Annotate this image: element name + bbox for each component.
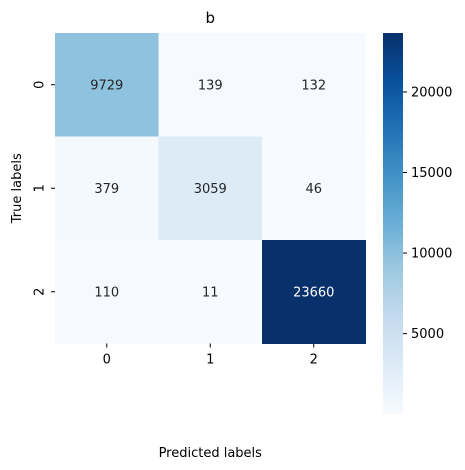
x-axis-label: Predicted labels xyxy=(159,446,263,461)
x-tick-label: 0 xyxy=(103,353,111,368)
cell-value-label: 139 xyxy=(198,78,223,93)
heatmap-cells: 9729 139 132 379 3059 46 110 11 23660 xyxy=(55,33,366,344)
heatmap-cell xyxy=(55,33,159,137)
heatmap-cell xyxy=(55,136,159,241)
cell-value-label: 132 xyxy=(301,78,326,93)
y-tick-label: 2 xyxy=(33,288,48,296)
heatmap-cell xyxy=(262,33,366,137)
cell-value-label: 9729 xyxy=(90,78,123,93)
y-tick-label: 0 xyxy=(33,81,48,89)
y-axis-label: True labels xyxy=(10,153,25,224)
colorbar-tick-label: 10000 xyxy=(411,247,452,262)
heatmap-cell xyxy=(262,240,366,344)
cell-value-label: 11 xyxy=(202,285,219,300)
colorbar-tick-label: 5000 xyxy=(411,327,444,342)
heatmap-cell xyxy=(158,136,263,241)
heatmap-cell xyxy=(262,136,366,241)
x-tick-label: 2 xyxy=(310,353,318,368)
heatmap-cell xyxy=(158,33,263,137)
cell-value-label: 23660 xyxy=(293,285,334,300)
colorbar-tick-label: 20000 xyxy=(411,85,452,100)
x-axis-ticks: 0 1 2 xyxy=(103,343,318,368)
cell-value-label: 379 xyxy=(94,182,119,197)
y-axis-ticks: 0 1 2 xyxy=(33,81,55,296)
chart-title: b xyxy=(205,9,215,27)
colorbar-gradient xyxy=(383,33,403,414)
cell-value-label: 3059 xyxy=(194,182,227,197)
x-tick-label: 1 xyxy=(206,353,214,368)
colorbar-tick-label: 15000 xyxy=(411,166,452,181)
heatmap-cell xyxy=(158,240,263,344)
cell-value-label: 110 xyxy=(94,285,119,300)
colorbar: 5000 10000 15000 20000 xyxy=(383,33,452,414)
heatmap-cell xyxy=(55,240,159,344)
y-tick-label: 1 xyxy=(33,184,48,192)
cell-value-label: 46 xyxy=(305,182,322,197)
